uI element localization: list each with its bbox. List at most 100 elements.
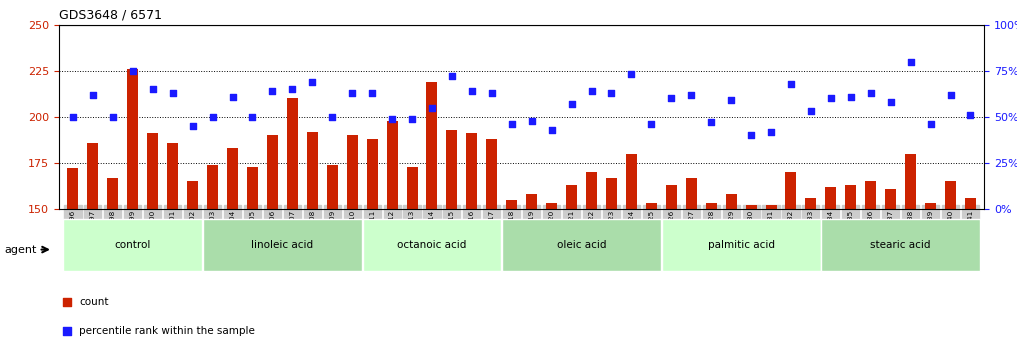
Point (703, 120, 719, 125)
Bar (247, 166, 258, 209)
Bar (865, 181, 877, 209)
Bar (685, 178, 697, 209)
Bar (586, 172, 597, 209)
Bar (745, 205, 757, 209)
Point (244, 114, 260, 120)
Point (204, 114, 221, 120)
Point (723, 97, 739, 103)
Point (883, 99, 899, 105)
Text: count: count (79, 297, 109, 307)
Point (364, 90, 380, 96)
Bar (965, 198, 976, 209)
Bar (446, 130, 458, 209)
FancyBboxPatch shape (203, 219, 362, 272)
Point (105, 114, 121, 120)
Point (823, 96, 839, 101)
FancyBboxPatch shape (822, 219, 980, 272)
Point (165, 90, 181, 96)
Bar (885, 189, 896, 209)
Bar (625, 154, 637, 209)
Point (563, 101, 580, 107)
Text: GDS3648 / 6571: GDS3648 / 6571 (59, 9, 162, 22)
Bar (905, 154, 916, 209)
Bar (347, 135, 358, 209)
Text: oleic acid: oleic acid (556, 240, 606, 250)
Point (284, 86, 300, 92)
Point (304, 79, 320, 85)
Bar (726, 194, 736, 209)
FancyBboxPatch shape (63, 219, 202, 272)
Bar (307, 132, 317, 209)
Bar (147, 133, 159, 209)
Bar (266, 135, 278, 209)
Bar (506, 200, 518, 209)
Point (743, 132, 760, 138)
Bar (67, 169, 78, 209)
Text: control: control (115, 240, 151, 250)
FancyBboxPatch shape (502, 219, 661, 272)
Bar (367, 139, 377, 209)
Bar (167, 143, 178, 209)
Bar (486, 139, 497, 209)
Bar (566, 185, 577, 209)
Text: palmitic acid: palmitic acid (708, 240, 775, 250)
Bar (546, 203, 557, 209)
Point (65, 114, 81, 120)
Point (843, 94, 859, 99)
Point (802, 108, 819, 114)
Bar (606, 178, 617, 209)
Bar (785, 172, 796, 209)
Point (144, 86, 161, 92)
Point (84, 92, 101, 98)
FancyBboxPatch shape (662, 219, 821, 272)
Text: percentile rank within the sample: percentile rank within the sample (79, 326, 255, 336)
Point (623, 72, 640, 77)
Point (683, 92, 700, 98)
Text: agent: agent (4, 245, 37, 255)
Bar (87, 143, 99, 209)
Bar (925, 203, 936, 209)
Point (603, 90, 619, 96)
Point (184, 123, 200, 129)
Point (324, 114, 341, 120)
Point (584, 88, 600, 94)
Point (503, 121, 520, 127)
Point (484, 90, 500, 96)
Point (125, 68, 141, 74)
Point (902, 59, 918, 64)
Bar (646, 203, 657, 209)
Bar (187, 181, 198, 209)
Bar (386, 120, 398, 209)
FancyBboxPatch shape (362, 219, 501, 272)
Bar (326, 165, 338, 209)
Point (543, 127, 559, 132)
Point (862, 90, 879, 96)
Point (443, 74, 460, 79)
Bar (805, 198, 817, 209)
Point (464, 88, 480, 94)
Point (943, 92, 959, 98)
Text: stearic acid: stearic acid (871, 240, 931, 250)
Text: octanoic acid: octanoic acid (398, 240, 467, 250)
Bar (127, 69, 138, 209)
Point (524, 118, 540, 123)
Bar (207, 165, 218, 209)
Text: linoleic acid: linoleic acid (251, 240, 313, 250)
Bar (467, 133, 477, 209)
Bar (945, 181, 956, 209)
Bar (845, 185, 856, 209)
Point (922, 121, 939, 127)
Bar (826, 187, 836, 209)
Bar (526, 194, 537, 209)
Point (643, 121, 659, 127)
Bar (407, 166, 418, 209)
Bar (766, 205, 777, 209)
Bar (666, 185, 676, 209)
Bar (706, 203, 717, 209)
Bar (108, 178, 118, 209)
Bar (426, 82, 437, 209)
Bar (287, 98, 298, 209)
Point (344, 90, 360, 96)
Point (962, 112, 978, 118)
Point (225, 94, 241, 99)
